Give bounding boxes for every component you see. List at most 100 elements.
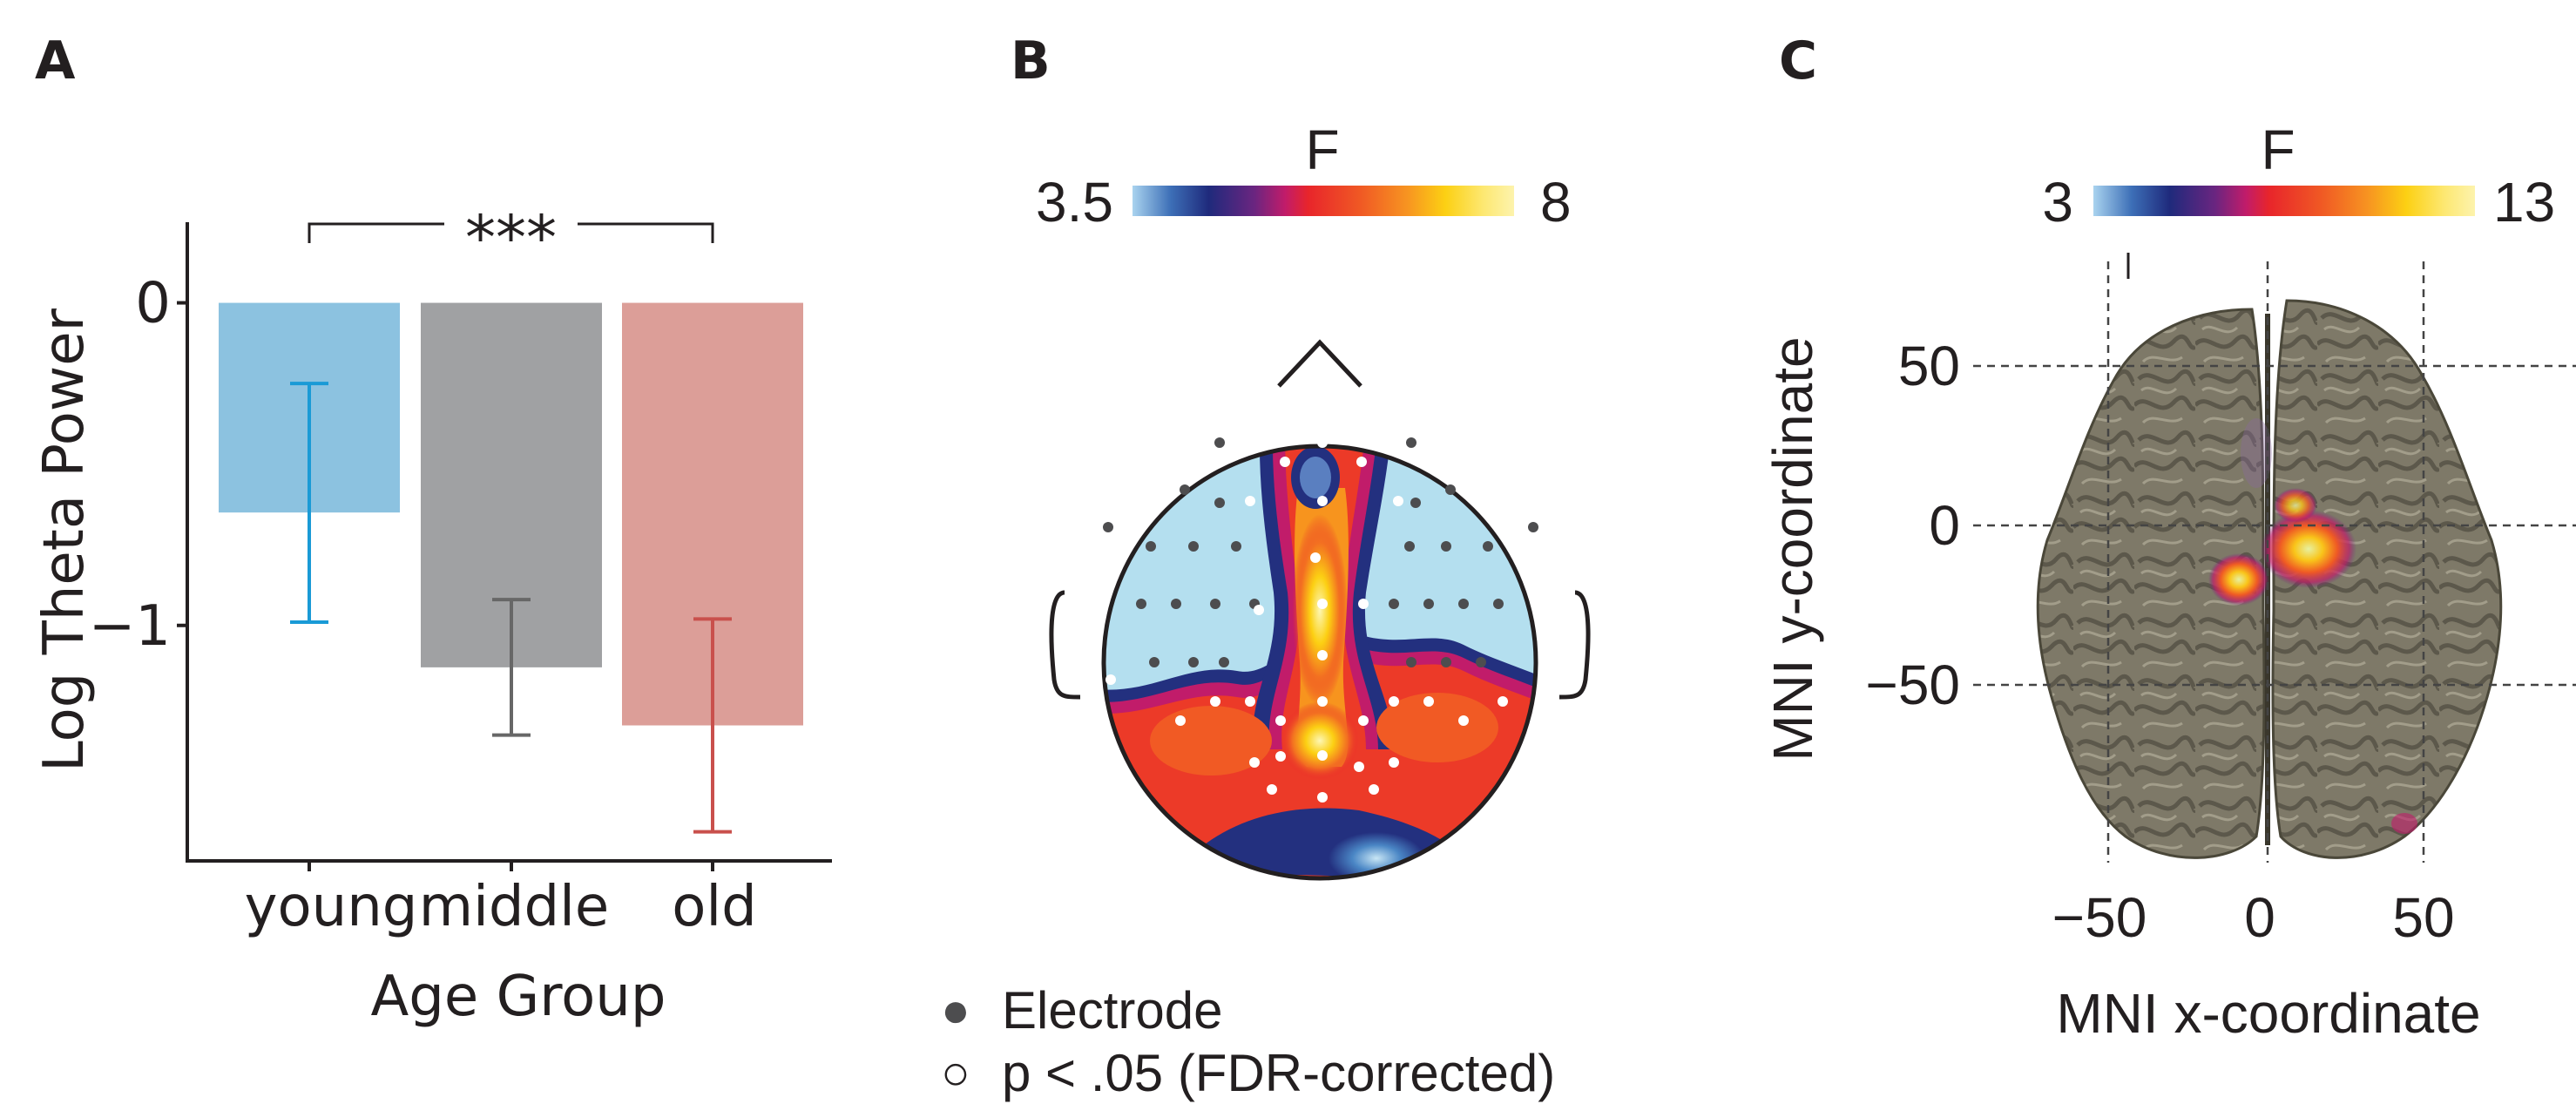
colorbar-max-label: 8 xyxy=(1540,171,1572,234)
electrode-dot xyxy=(1406,657,1416,667)
significant-electrode-dot xyxy=(1317,599,1328,609)
bars-layer xyxy=(219,302,803,834)
legend-significant-symbol: ○ xyxy=(941,1045,970,1100)
mni-y-tick-50: 50 xyxy=(1898,335,1960,397)
significant-electrode-dot xyxy=(1389,696,1399,707)
electrode-dot xyxy=(1528,522,1538,532)
significant-electrode-dot xyxy=(1317,696,1328,707)
panel-c-label: C xyxy=(1779,30,1817,91)
significance-label: *** xyxy=(465,202,557,274)
significant-electrode-dot xyxy=(1498,696,1508,707)
panel-b-label: B xyxy=(1011,30,1051,91)
significant-electrode-dot xyxy=(1280,397,1290,408)
bar-chart: 0 −1 young middle old *** Age Group Log The… xyxy=(32,202,832,1029)
significant-electrode-dot xyxy=(1356,397,1367,408)
significant-electrode-dot xyxy=(1317,496,1328,506)
brain-colorbar: F 3 13 xyxy=(2042,119,2555,234)
electrode-dot xyxy=(1445,484,1456,495)
significant-electrode-dot xyxy=(1245,696,1255,707)
left-hemisphere xyxy=(2036,308,2266,859)
mni-y-tick-0: 0 xyxy=(1929,494,1960,557)
electrode-dot xyxy=(1103,522,1113,532)
electrode-dot xyxy=(1389,599,1399,609)
significant-electrode-dot xyxy=(1210,696,1220,707)
brain-colorbar-min-label: 3 xyxy=(2042,171,2073,234)
electrode-dot xyxy=(1214,437,1225,448)
electrode-dot xyxy=(1214,498,1225,508)
head-topomap xyxy=(1049,339,1591,881)
mni-axes: 50 0 −50 −50 0 50 MNI x-coordinate MNI y… xyxy=(1761,335,2481,1045)
x-axis-title: Age Group xyxy=(371,965,666,1029)
electrode-dot xyxy=(1149,657,1160,667)
brain-render xyxy=(1973,253,2576,863)
mni-y-axis-title: MNI y-coordinate xyxy=(1761,336,1824,761)
electrode-dot xyxy=(1410,498,1421,508)
significant-electrode-dot xyxy=(1389,757,1399,768)
significant-electrode-dot xyxy=(1267,784,1277,795)
brain-colorbar-max-label: 13 xyxy=(2493,171,2555,234)
electrode-dot xyxy=(1231,541,1241,552)
electrode-dot xyxy=(1210,599,1220,609)
significant-electrode-dot xyxy=(1358,599,1369,609)
right-ear xyxy=(1558,590,1591,700)
x-tick-label-old: old xyxy=(672,875,757,939)
significant-electrode-dot xyxy=(1105,674,1116,685)
significant-electrode-dot xyxy=(1254,605,1264,615)
electrode-dot xyxy=(1171,599,1181,609)
electrode-dot xyxy=(1493,599,1504,609)
legend-electrode-label: Electrode xyxy=(1002,981,1222,1040)
significant-electrode-dot xyxy=(1317,792,1328,803)
mni-x-tick-0: 0 xyxy=(2244,886,2275,949)
y-tick-label: 0 xyxy=(135,272,171,336)
significance-bracket: *** xyxy=(308,202,714,274)
significance-line xyxy=(308,222,714,243)
x-ticks: young middle old xyxy=(245,861,757,939)
legend-electrode-symbol: ● xyxy=(941,982,970,1037)
electrode-layer xyxy=(1103,397,1538,803)
electrode-dot xyxy=(1219,657,1229,667)
x-tick-label-middle: middle xyxy=(419,875,610,939)
electrode-dot xyxy=(1136,599,1146,609)
significant-electrode-dot xyxy=(1393,496,1403,506)
electrode-dot xyxy=(1146,541,1156,552)
significant-electrode-dot xyxy=(1275,751,1286,762)
y-axis-title: Log Theta Power xyxy=(32,308,97,772)
significant-electrode-dot xyxy=(1354,762,1364,772)
electrode-dot xyxy=(1441,541,1451,552)
colorbar-title: F xyxy=(1305,119,1339,181)
electrode-dot xyxy=(1406,437,1416,448)
electrode-dot xyxy=(1404,541,1415,552)
significant-electrode-dot xyxy=(1423,696,1434,707)
significant-electrode-dot xyxy=(1317,437,1328,448)
significant-electrode-dot xyxy=(1249,757,1260,768)
significant-electrode-dot xyxy=(1175,715,1186,726)
electrode-dot xyxy=(1441,657,1451,667)
mni-x-axis-title: MNI x-coordinate xyxy=(2056,982,2480,1045)
legend-significant-label: p < .05 (FDR-corrected) xyxy=(1002,1044,1555,1102)
electrode-dot xyxy=(1483,541,1493,552)
mni-x-tick-50: 50 xyxy=(2392,886,2454,949)
brain-colorbar-title: F xyxy=(2261,119,2295,181)
brain-colorbar-gradient xyxy=(2093,186,2475,216)
significant-electrode-dot xyxy=(1310,552,1321,563)
topomap-legend: ● Electrode ○ p < .05 (FDR-corrected) xyxy=(941,981,1555,1102)
colorbar-min-label: 3.5 xyxy=(1036,171,1113,234)
significant-electrode-dot xyxy=(1458,715,1469,726)
colorbar-gradient xyxy=(1132,186,1514,216)
mni-grid xyxy=(1973,261,2576,863)
significant-electrode-dot xyxy=(1317,650,1328,660)
electrode-dot xyxy=(1188,541,1199,552)
topomap-field xyxy=(1104,446,1536,878)
significant-electrode-dot xyxy=(1358,715,1369,726)
significant-electrode-dot xyxy=(1369,784,1379,795)
mni-x-tick-minus-50: −50 xyxy=(2052,886,2147,949)
topomap-colorbar: F 3.5 8 xyxy=(1036,119,1572,234)
panel-a-label: A xyxy=(35,30,76,91)
electrode-dot xyxy=(1458,599,1469,609)
x-tick-label-young: young xyxy=(245,875,418,939)
electrode-dot xyxy=(1423,599,1434,609)
nose-outline xyxy=(1277,339,1362,388)
electrode-dot xyxy=(1188,657,1199,667)
significant-electrode-dot xyxy=(1275,715,1286,726)
